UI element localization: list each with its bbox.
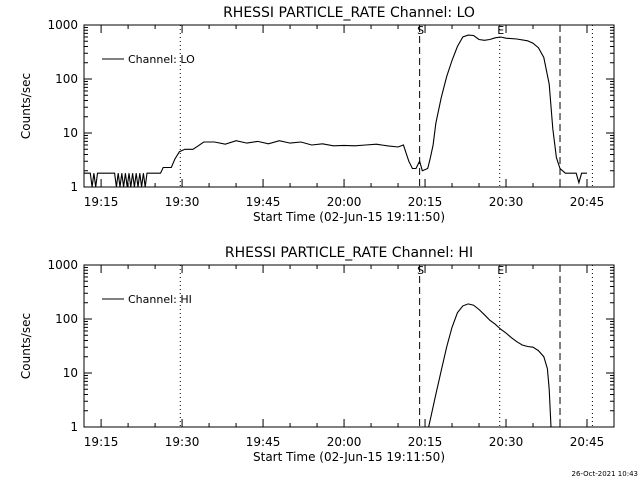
panel-hi: RHESSI PARTICLE_RATE Channel: HI Start Ti… bbox=[19, 245, 615, 464]
chart0-event-marker-label: S bbox=[417, 24, 424, 37]
chart1-y-axis-label: Counts/sec bbox=[19, 313, 33, 379]
chart1-x-tick-label: 20:15 bbox=[408, 435, 443, 449]
chart0-x-tick-label: 20:15 bbox=[408, 195, 443, 209]
chart1-y-tick-label: 10 bbox=[63, 366, 78, 380]
chart1-event-marker-label: E bbox=[497, 264, 504, 277]
chart1-title: RHESSI PARTICLE_RATE Channel: HI bbox=[225, 245, 473, 261]
chart0-series-line bbox=[84, 34, 587, 188]
chart1-y-tick-label: 100 bbox=[55, 312, 78, 326]
chart1-x-tick-label: 19:15 bbox=[84, 435, 119, 449]
chart0-y-tick-label: 10 bbox=[63, 126, 78, 140]
chart0-x-tick-label: 19:30 bbox=[165, 195, 200, 209]
panel-lo: RHESSI PARTICLE_RATE Channel: LO Start Ti… bbox=[19, 5, 615, 224]
chart0-x-tick-label: 20:30 bbox=[489, 195, 524, 209]
chart1-x-axis-label: Start Time (02-Jun-15 19:11:50) bbox=[253, 450, 445, 464]
chart0-y-tick-label: 1 bbox=[70, 180, 78, 194]
chart0-y-tick-label: 1000 bbox=[47, 18, 78, 32]
chart0-y-axis-label: Counts/sec bbox=[19, 73, 33, 139]
footer-timestamp: 26-Oct-2021 10:43 bbox=[572, 470, 638, 478]
chart1-y-tick-label: 1000 bbox=[47, 258, 78, 272]
chart0-legend-label: Channel: LO bbox=[128, 53, 195, 66]
chart1-x-tick-label: 20:30 bbox=[489, 435, 524, 449]
chart1-x-tick-label: 19:45 bbox=[246, 435, 281, 449]
chart1-x-tick-label: 19:30 bbox=[165, 435, 200, 449]
chart1-x-tick-label: 20:00 bbox=[327, 435, 362, 449]
chart0-x-tick-label: 19:15 bbox=[84, 195, 119, 209]
chart1-legend-label: Channel: HI bbox=[128, 293, 192, 306]
chart0-event-marker-label: E bbox=[497, 24, 504, 37]
chart0-x-tick-label: 20:45 bbox=[570, 195, 605, 209]
chart1-event-marker-label: S bbox=[417, 264, 424, 277]
chart0-x-tick-label: 20:00 bbox=[327, 195, 362, 209]
chart1-series-line bbox=[428, 303, 552, 428]
chart0-x-axis-label: Start Time (02-Jun-15 19:11:50) bbox=[253, 210, 445, 224]
chart1-x-tick-label: 20:45 bbox=[570, 435, 605, 449]
chart0-x-tick-label: 19:45 bbox=[246, 195, 281, 209]
chart1-y-tick-label: 1 bbox=[70, 420, 78, 434]
chart1-plot-frame bbox=[83, 264, 615, 428]
chart0-y-tick-label: 100 bbox=[55, 72, 78, 86]
chart0-title: RHESSI PARTICLE_RATE Channel: LO bbox=[223, 5, 475, 21]
chart0-plot-frame bbox=[83, 24, 615, 188]
